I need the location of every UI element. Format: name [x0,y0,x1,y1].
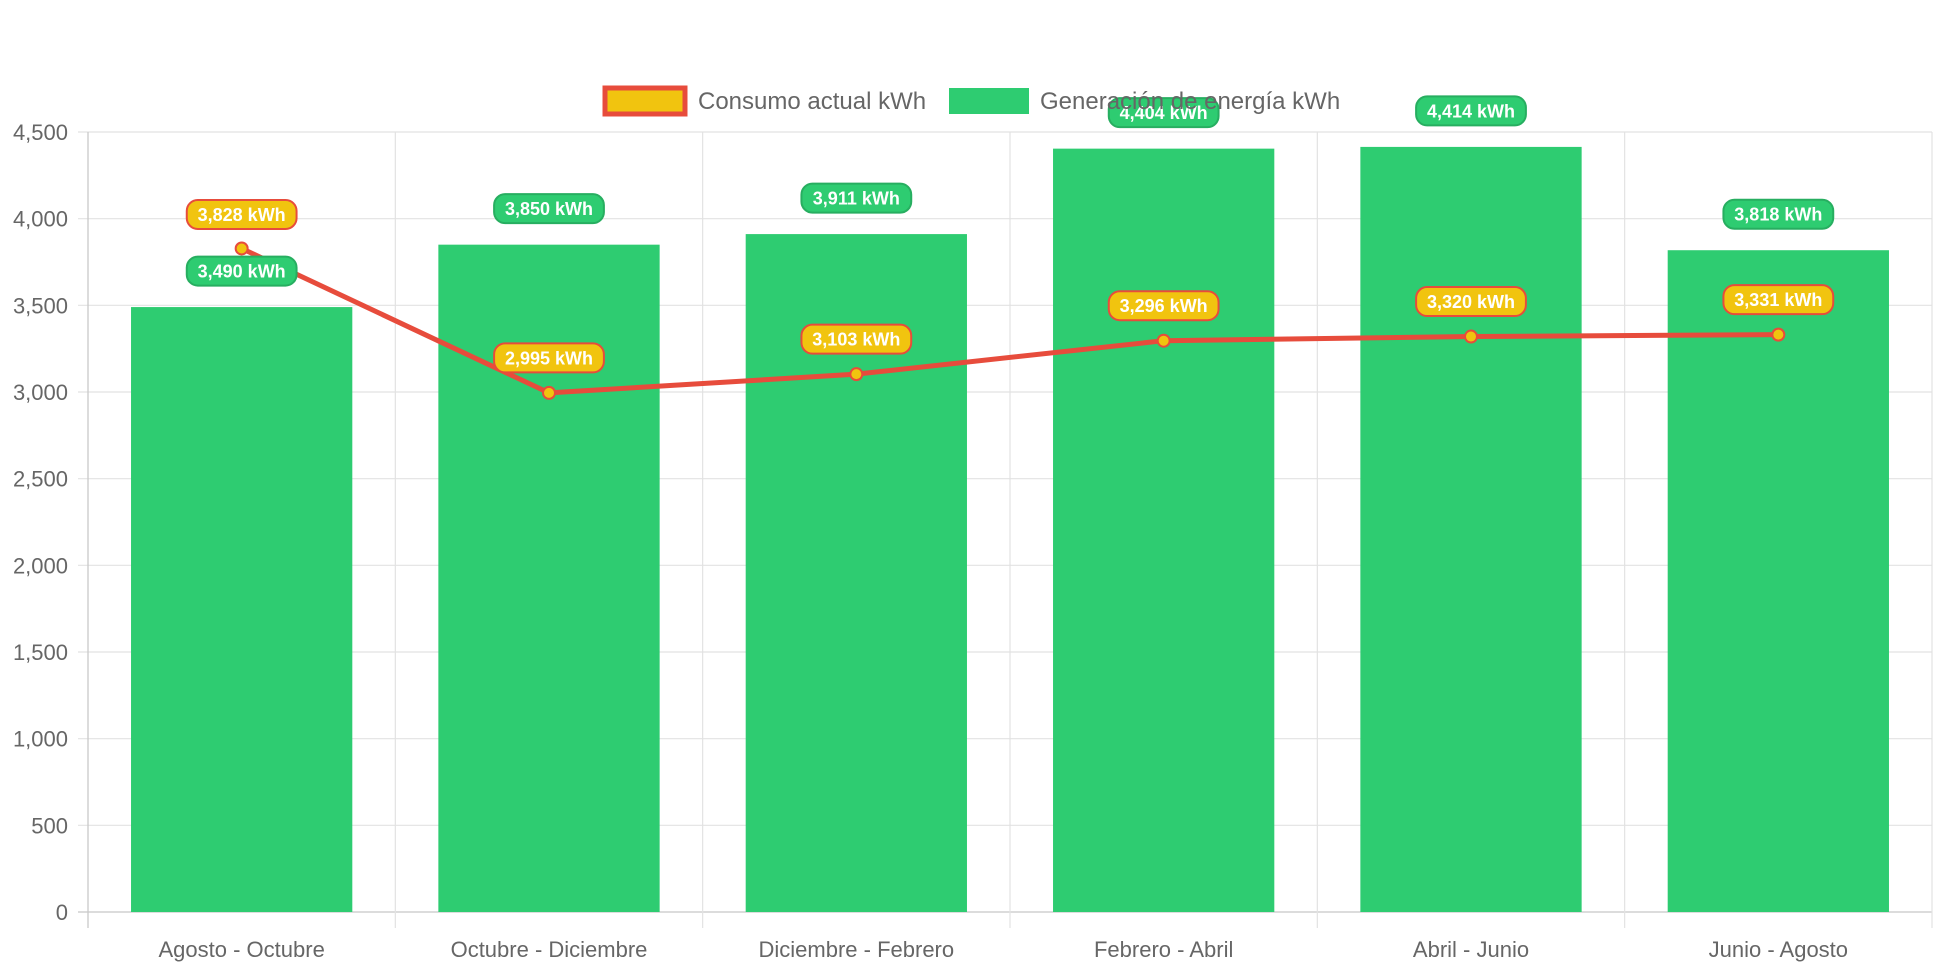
svg-text:3,490 kWh: 3,490 kWh [198,262,286,282]
data-label: 4,404 kWh [1107,97,1220,129]
legend-swatch-generation[interactable] [949,88,1029,114]
svg-text:3,320 kWh: 3,320 kWh [1427,292,1515,312]
x-tick-label: Junio - Agosto [1709,937,1848,962]
svg-text:4,404 kWh: 4,404 kWh [1120,103,1208,123]
gridlines [78,131,1933,928]
y-tick-label: 1,000 [13,727,68,752]
svg-text:4,414 kWh: 4,414 kWh [1427,101,1515,121]
data-label: 2,995 kWh [493,342,605,374]
y-axis: 0 500 1,000 1,500 2,000 2,500 3,000 3,500 4,000 4… [13,120,68,925]
data-label: 3,490 kWh [185,255,298,287]
svg-text:3,296 kWh: 3,296 kWh [1120,296,1208,316]
bar[interactable] [1667,250,1889,913]
x-tick-label: Agosto - Octubre [159,937,325,962]
line-point[interactable] [1156,333,1171,348]
line-point[interactable] [1771,327,1786,342]
legend[interactable]: Consumo actual kWh Generación de energía… [602,85,1340,117]
bar[interactable] [131,307,353,913]
svg-text:2,995 kWh: 2,995 kWh [505,348,593,368]
y-tick-label: 0 [56,900,68,925]
x-tick-label: Abril - Junio [1413,937,1529,962]
line-point[interactable] [849,367,864,382]
data-label: 4,414 kWh [1415,95,1527,127]
data-label: 3,103 kWh [800,323,913,355]
data-label: 3,331 kWh [1722,284,1835,316]
svg-text:3,818 kWh: 3,818 kWh [1734,205,1822,225]
data-label: 3,320 kWh [1415,286,1527,318]
svg-text:3,331 kWh: 3,331 kWh [1734,290,1822,310]
legend-label-consumption[interactable]: Consumo actual kWh [698,88,926,115]
generation-bars [131,146,1889,913]
y-tick-label: 3,500 [13,293,68,318]
y-tick-label: 4,500 [13,120,68,145]
y-tick-label: 1,500 [13,640,68,665]
svg-text:3,828 kWh: 3,828 kWh [198,205,286,225]
data-label: 3,296 kWh [1107,290,1220,322]
bar[interactable] [1360,146,1582,912]
x-tick-label: Febrero - Abril [1094,937,1233,962]
data-labels: 3,828 kWh 3,490 kWh 2,995 kWh 3,850 kWh 3,10… [185,95,1835,374]
data-label: 3,818 kWh [1722,198,1835,230]
svg-text:3,911 kWh: 3,911 kWh [813,189,900,209]
y-tick-label: 2,500 [13,467,68,492]
x-tick-label: Octubre - Diciembre [451,937,648,962]
x-tick-label: Diciembre - Febrero [759,937,955,962]
x-axis: Agosto - Octubre Octubre - Diciembre Dicie… [159,937,1849,962]
svg-text:3,850 kWh: 3,850 kWh [505,199,593,219]
line-point[interactable] [1464,329,1478,344]
y-tick-label: 4,000 [13,207,68,232]
y-tick-label: 500 [31,813,68,838]
svg-text:3,103 kWh: 3,103 kWh [812,330,900,350]
data-label: 3,828 kWh [185,198,298,230]
line-point[interactable] [542,385,556,400]
line-point[interactable] [234,241,249,256]
bar[interactable] [1053,148,1275,912]
y-tick-label: 2,000 [13,553,68,578]
legend-swatch-consumption[interactable] [602,85,688,117]
data-label: 3,850 kWh [493,193,605,225]
y-tick-label: 3,000 [13,380,68,405]
data-label: 3,911 kWh [800,182,913,214]
legend-label-generation[interactable]: Generación de energía kWh [1040,88,1340,115]
